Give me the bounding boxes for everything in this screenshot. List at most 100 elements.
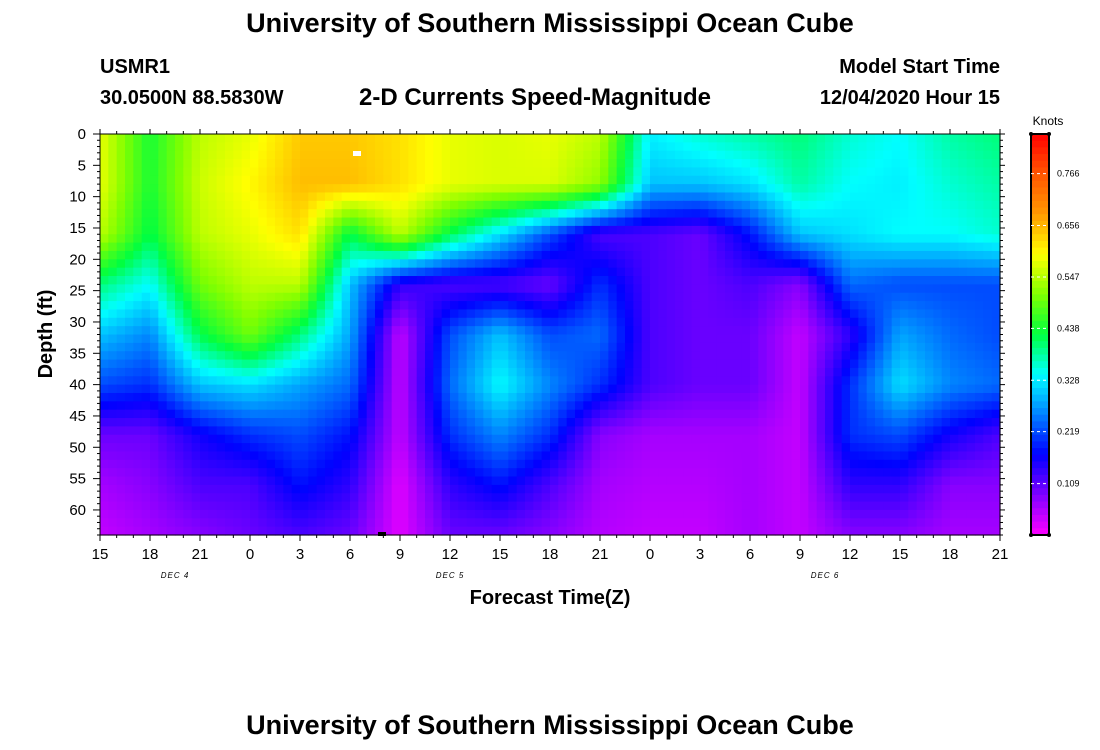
heatmap-cell xyxy=(291,334,301,344)
heatmap-cell xyxy=(358,493,368,503)
heatmap-cell xyxy=(125,443,134,453)
heatmap-cell xyxy=(183,259,193,269)
heatmap-cell xyxy=(758,359,768,369)
heatmap-cell xyxy=(550,134,559,143)
heatmap-cell xyxy=(316,150,326,160)
heatmap-cell xyxy=(975,301,984,311)
heatmap-cell xyxy=(250,401,259,411)
heatmap-cell xyxy=(933,250,943,260)
heatmap-cell xyxy=(241,392,251,402)
heatmap-cell xyxy=(641,259,651,269)
heatmap-cell xyxy=(441,334,451,344)
heatmap-cell xyxy=(750,209,759,219)
heatmap-cell xyxy=(758,484,768,494)
heatmap-cell xyxy=(283,493,293,503)
heatmap-cell xyxy=(400,493,409,503)
heatmap-cell xyxy=(508,184,518,194)
heatmap-cell xyxy=(391,493,401,503)
heatmap-cell xyxy=(316,392,326,402)
heatmap-cell xyxy=(800,250,809,260)
heatmap-cell xyxy=(366,476,376,486)
heatmap-cell xyxy=(791,401,801,411)
heatmap-cell xyxy=(900,359,909,369)
heatmap-cell xyxy=(650,392,659,402)
heatmap-cell xyxy=(191,476,201,486)
heatmap-cell xyxy=(633,225,643,235)
heatmap-cell xyxy=(116,367,126,377)
heatmap-cell xyxy=(883,468,893,478)
heatmap-cell xyxy=(158,292,168,302)
heatmap-cell xyxy=(958,509,968,519)
heatmap-cell xyxy=(975,184,984,194)
heatmap-cell xyxy=(325,134,334,143)
heatmap-cell xyxy=(975,493,984,503)
heatmap-cell xyxy=(883,184,893,194)
heatmap-cell xyxy=(533,209,543,219)
heatmap-cell xyxy=(933,459,943,469)
heatmap-cell xyxy=(250,484,259,494)
heatmap-cell xyxy=(766,150,776,160)
heatmap-cell xyxy=(216,518,226,528)
heatmap-cell xyxy=(500,134,509,143)
heatmap-cell xyxy=(883,142,893,152)
heatmap-cell xyxy=(475,134,484,143)
heatmap-cell xyxy=(816,242,826,252)
heatmap-cell xyxy=(158,209,168,219)
heatmap-cell xyxy=(675,192,684,202)
heatmap-cell xyxy=(950,484,959,494)
heatmap-cell xyxy=(816,234,826,244)
heatmap-cell xyxy=(275,443,284,453)
heatmap-cell xyxy=(391,392,401,402)
heatmap-cell xyxy=(791,434,801,444)
heatmap-cell xyxy=(691,217,701,227)
heatmap-cell xyxy=(641,342,651,352)
heatmap-cell xyxy=(258,259,268,269)
heatmap-cell xyxy=(566,418,576,427)
heatmap-cell xyxy=(633,276,643,285)
heatmap-cell xyxy=(600,459,609,469)
heatmap-cell xyxy=(175,267,184,277)
heatmap-cell xyxy=(350,184,359,194)
heatmap-cell xyxy=(758,334,768,344)
heatmap-cell xyxy=(750,451,759,461)
heatmap-cell xyxy=(458,217,468,227)
heatmap-cell xyxy=(350,509,359,519)
heatmap-cell xyxy=(366,301,376,311)
heatmap-cell xyxy=(191,225,201,235)
heatmap-cell xyxy=(783,484,793,494)
heatmap-cell xyxy=(225,484,234,494)
heatmap-cell xyxy=(308,493,318,503)
heatmap-cell xyxy=(166,217,176,227)
heatmap-cell xyxy=(733,309,743,319)
heatmap-cell xyxy=(375,509,384,519)
heatmap-cell xyxy=(891,351,901,361)
heatmap-cell xyxy=(350,167,359,177)
heatmap-cell xyxy=(816,334,826,344)
heatmap-cell xyxy=(400,217,409,227)
heatmap-cell xyxy=(500,342,509,352)
heatmap-cell xyxy=(625,150,634,160)
heatmap-cell xyxy=(850,459,859,469)
heatmap-cell xyxy=(458,468,468,478)
heatmap-cell xyxy=(208,484,218,494)
heatmap-cell xyxy=(225,225,234,235)
heatmap-cell xyxy=(708,259,718,269)
heatmap-cell xyxy=(950,418,959,427)
heatmap-cell xyxy=(425,334,434,344)
heatmap-cell xyxy=(358,150,368,160)
heatmap-cell xyxy=(800,376,809,386)
heatmap-cell xyxy=(500,234,509,244)
heatmap-cell xyxy=(133,493,143,503)
heatmap-cell xyxy=(950,493,959,503)
heatmap-cell xyxy=(500,142,509,152)
heatmap-cell xyxy=(916,376,926,386)
heatmap-cell xyxy=(775,292,784,302)
heatmap-cell xyxy=(483,426,493,436)
heatmap-cell xyxy=(825,242,834,252)
heatmap-cell xyxy=(625,443,634,453)
heatmap-cell xyxy=(208,409,218,419)
heatmap-cell xyxy=(891,342,901,352)
heatmap-cell xyxy=(808,409,818,419)
heatmap-cell xyxy=(833,401,843,411)
heatmap-cell xyxy=(200,409,209,419)
